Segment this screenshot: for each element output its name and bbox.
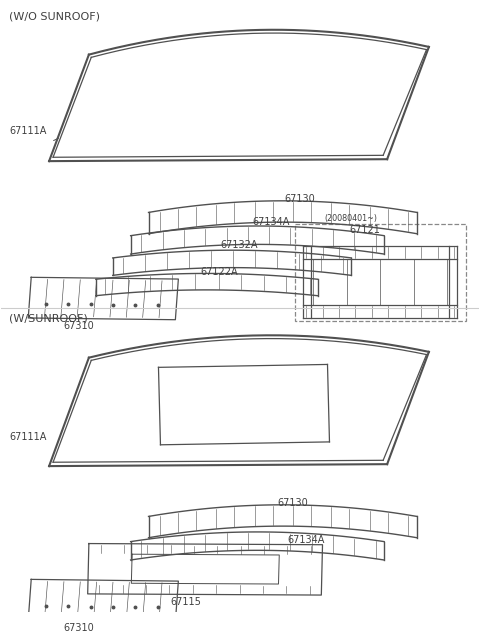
Text: 67121: 67121 bbox=[349, 225, 380, 235]
Text: 67115: 67115 bbox=[170, 597, 201, 606]
Text: 67111A: 67111A bbox=[9, 432, 47, 442]
Text: 67122A: 67122A bbox=[200, 268, 238, 278]
Text: 67310: 67310 bbox=[63, 623, 94, 631]
Text: 67130: 67130 bbox=[285, 194, 315, 204]
Text: 67132A: 67132A bbox=[220, 240, 258, 251]
Text: (W/SUNROOF): (W/SUNROOF) bbox=[9, 313, 88, 323]
Text: 67310: 67310 bbox=[63, 321, 94, 331]
Text: 67111A: 67111A bbox=[9, 126, 47, 136]
Text: (W/O SUNROOF): (W/O SUNROOF) bbox=[9, 11, 100, 21]
Text: 67134A: 67134A bbox=[252, 217, 289, 227]
Text: 67134A: 67134A bbox=[288, 534, 325, 545]
Text: 67130: 67130 bbox=[278, 498, 309, 508]
Text: (20080401~): (20080401~) bbox=[324, 214, 377, 223]
